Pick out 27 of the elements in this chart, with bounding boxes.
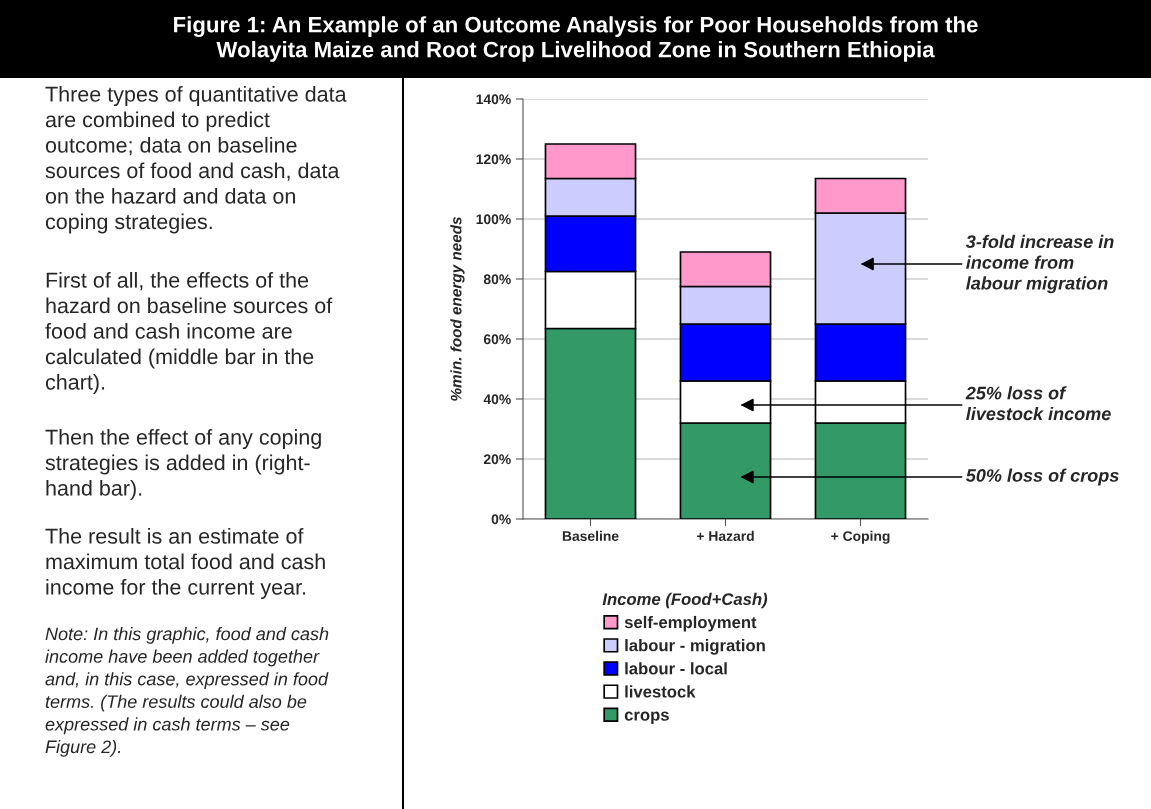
legend-label: livestock	[625, 685, 696, 698]
y-tick-label: 80%	[483, 274, 511, 285]
y-tick-label: 0%	[491, 514, 511, 525]
y-tick-label: 140%	[476, 94, 511, 105]
legend-label: labour - migration	[625, 639, 765, 655]
y-tick-label: 60%	[483, 334, 511, 345]
y-axis-title: %min. food energy needs	[450, 216, 465, 401]
y-tick-label: 100%	[476, 214, 511, 225]
legend-label: crops	[624, 711, 669, 725]
y-tick-label: 20%	[483, 454, 511, 465]
text: The result is an estimate of maximum total food and cash income for the current year.	[45, 528, 325, 600]
x-tick-label: + Coping	[831, 530, 890, 544]
legend-title: Income (Food+Cash)	[602, 592, 768, 609]
text: Note: In this graphic, food and cash income have been added together and, in this case, expressed in food terms. (The results could also be expressed in cash terms – see Figure 2).	[45, 627, 329, 757]
text: Then the effect of any coping strategies is added in (right- hand bar).	[45, 429, 321, 501]
legend-label: self-employment	[624, 615, 757, 632]
text: First of all, the effects of the hazard on baseline sources of food and cash income are calculated (middle bar in the chart).	[45, 272, 333, 394]
text: 3-fold increase in income from labour migration	[965, 234, 1114, 294]
legend-label: labour - local	[625, 662, 727, 675]
x-tick-label: + Hazard	[696, 530, 754, 542]
text: 50% loss of crops	[965, 468, 1119, 486]
text: 25% loss of livestock income	[965, 386, 1111, 421]
chart-title: Figure 1: An Example of an Outcome Analysis for Poor Households from the Wolayita Maize and Root Crop Livelihood Zone in Southern Ethiopia	[174, 16, 978, 62]
y-tick-label: 40%	[483, 394, 511, 405]
y-tick-label: 120%	[476, 154, 511, 165]
x-tick-label: Baseline	[562, 530, 619, 542]
text: Three types of quantitative data are combined to predict outcome; data on baseline sources of food and cash, data on the hazard and data on coping strategies.	[45, 86, 347, 234]
